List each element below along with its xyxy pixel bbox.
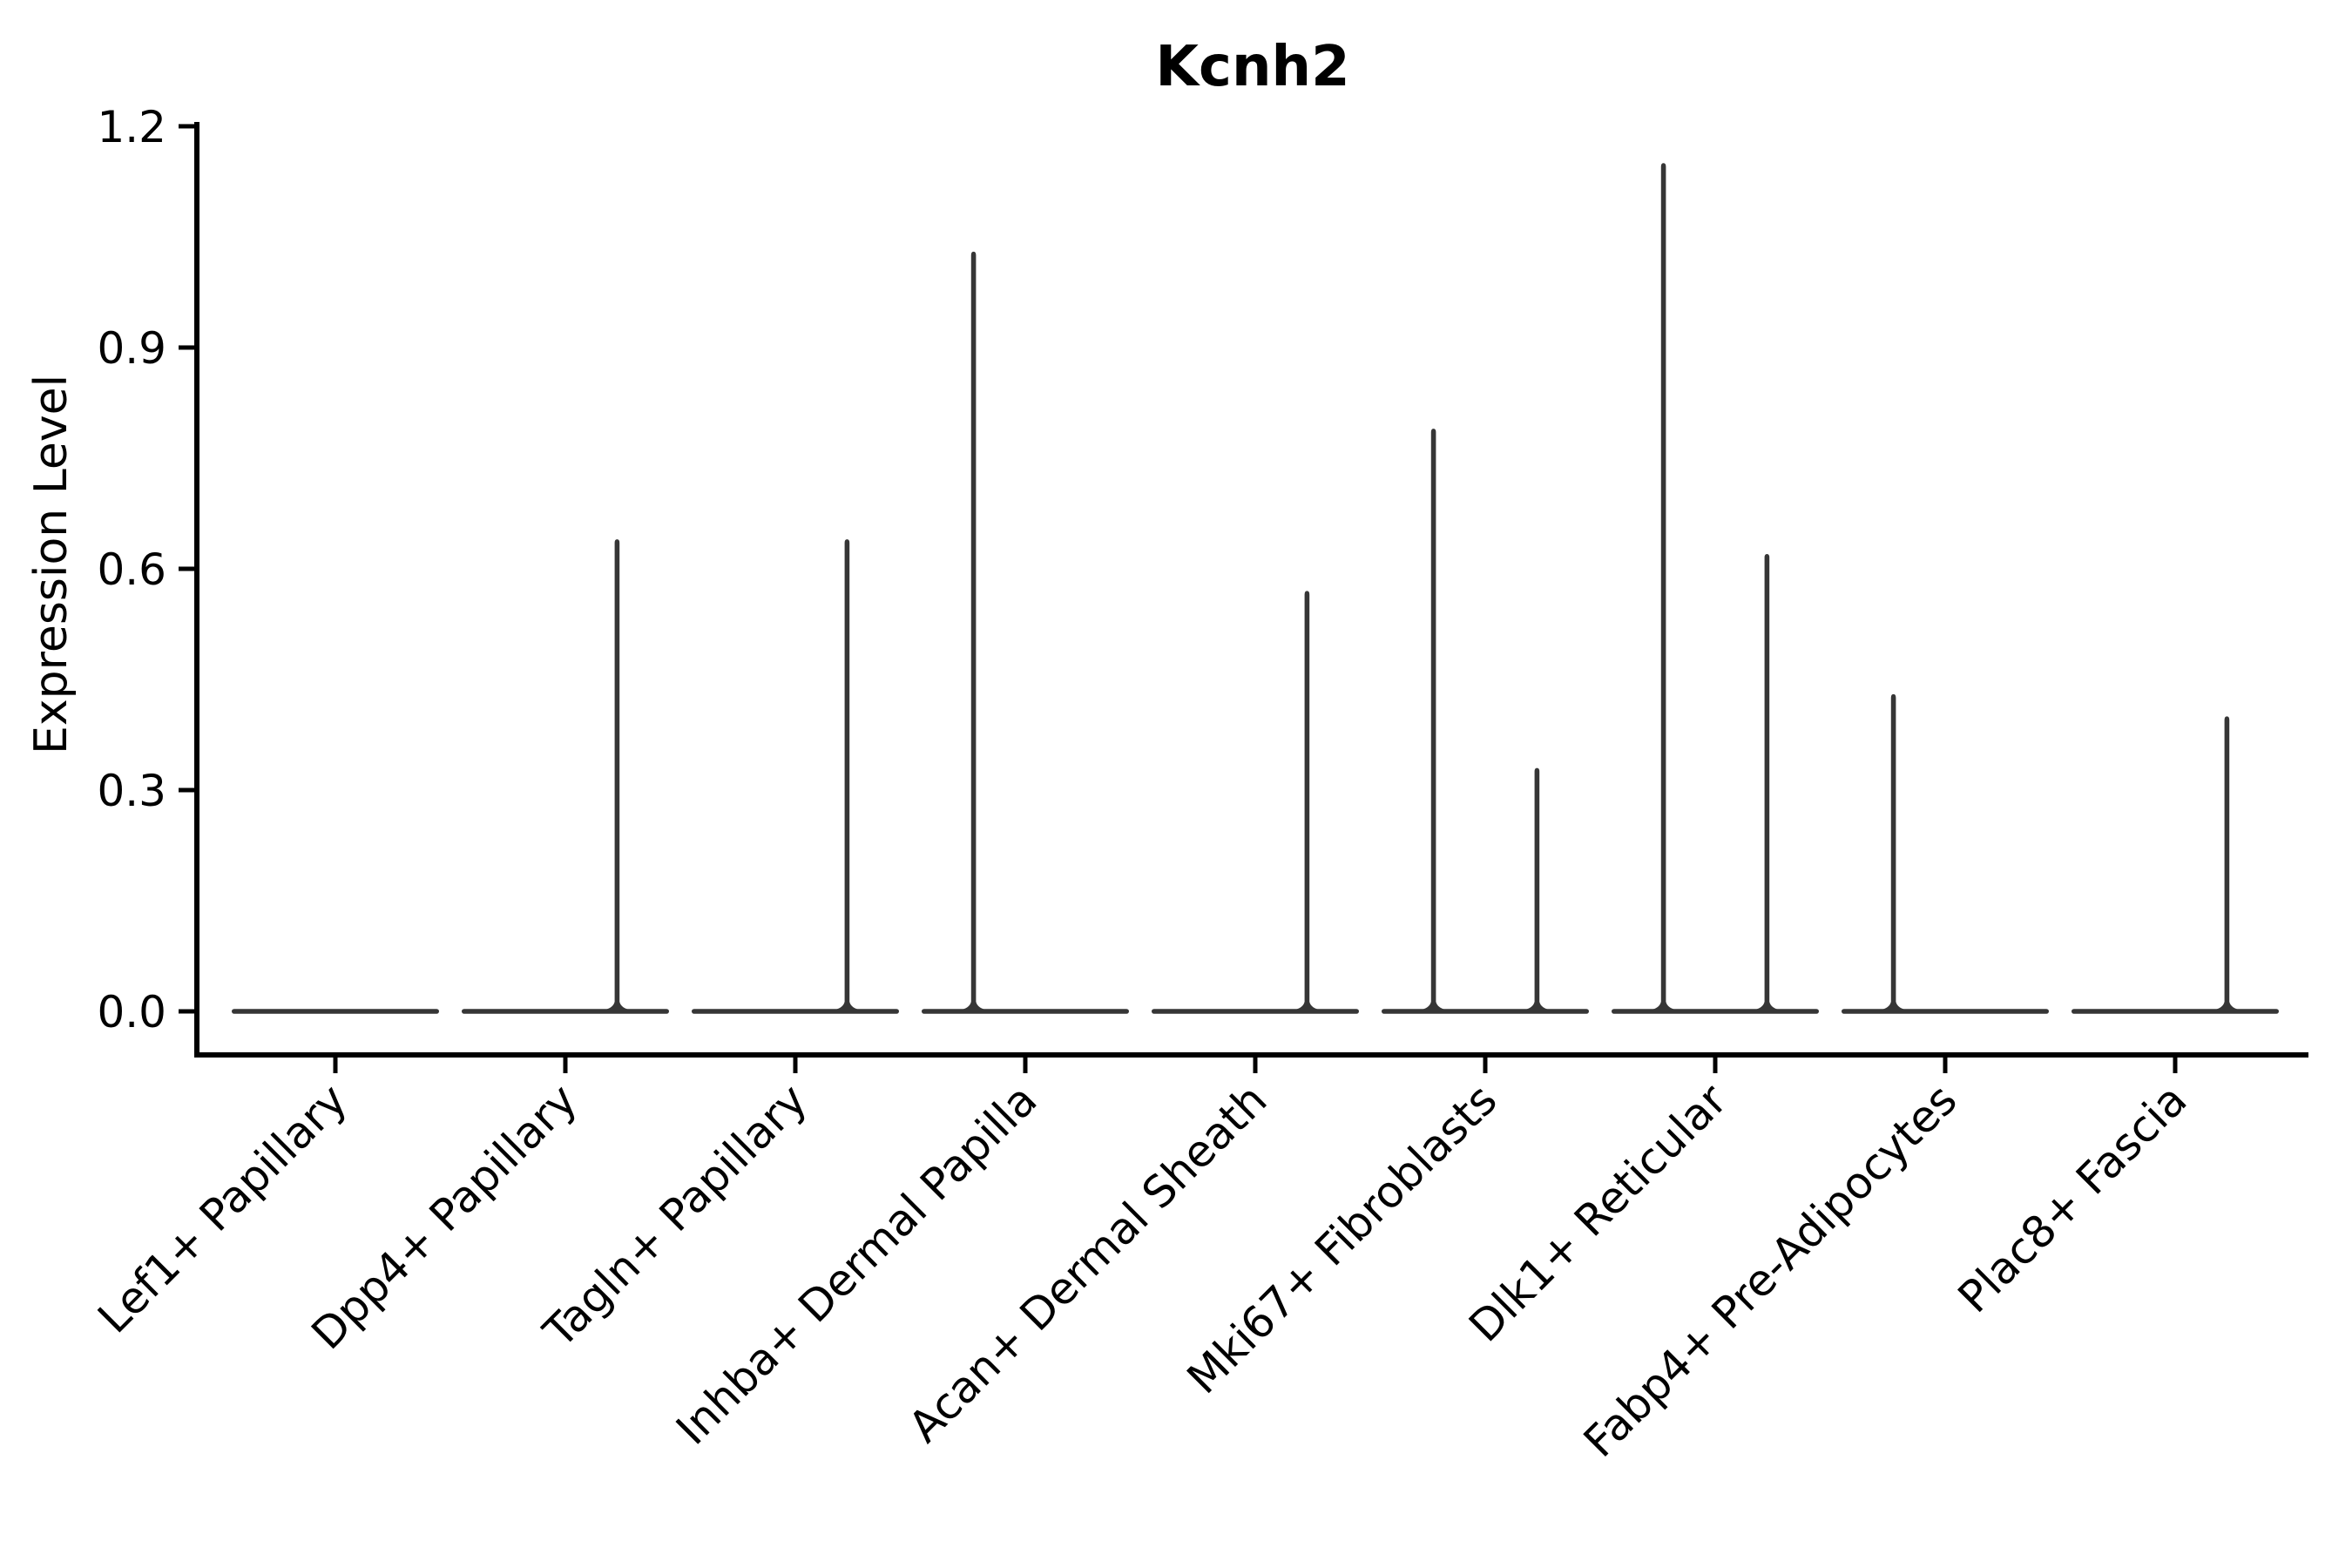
x-tick-label: Fabp4+ Pre-Adipocytes [1574,1074,1967,1467]
violin-base [1842,1009,2049,1014]
violin-pair [1842,693,2049,1014]
violin-base [2072,1009,2279,1014]
y-tick-mark [179,1009,194,1014]
x-tick-mark [1253,1058,1258,1073]
x-tick-mark [2173,1058,2178,1073]
violin-base [692,1009,899,1014]
violin-spike-right [1522,767,1552,1014]
violin-base [462,1009,669,1014]
y-tick-mark [179,787,194,793]
violin-pair [462,539,669,1014]
axes-layer [194,122,2308,1058]
y-tick-mark [179,566,194,571]
y-ticks: 0.0 0.3 0.6 0.9 1.2 [97,102,194,1037]
violin-base [232,1009,439,1014]
x-tick-mark [793,1058,798,1073]
violin-spike-left [958,251,989,1014]
violin-spike-right [832,539,862,1014]
x-tick-label: Lef1+ Papillary [88,1074,356,1342]
violin-base [1612,1009,1819,1014]
y-tick-label: 1.2 [97,102,166,152]
violin-pair [1152,591,1359,1014]
x-tick-mark [1713,1058,1718,1073]
violin-base [1382,1009,1589,1014]
y-tick-label: 0.6 [97,544,166,595]
violin-spike-left [1878,693,1909,1014]
violin-spike-right [1292,591,1322,1014]
y-tick-label: 0.3 [97,766,166,816]
x-tick-mark [1023,1058,1028,1073]
violin-pair [1612,163,1819,1014]
violin-pair [1382,429,1589,1014]
y-tick-label: 0.0 [97,987,166,1037]
violin-spike-left [1648,163,1679,1014]
x-tick-label: Plac8+ Fascia [1949,1074,2197,1322]
x-tick-mark [1943,1058,1948,1073]
x-tick-mark [563,1058,568,1073]
violin-base [1152,1009,1359,1014]
x-axis-line [194,1052,2308,1058]
violin-pair [922,251,1129,1014]
y-tick-mark [179,124,194,129]
violin-base [922,1009,1129,1014]
x-tick-mark [333,1058,338,1073]
violin-spike-right [1752,554,1782,1014]
y-axis-line [194,122,199,1058]
violin-pair [692,539,899,1014]
y-tick-mark [179,345,194,350]
y-axis-label: Expression Level [25,375,78,754]
violin-spike-right [602,539,632,1014]
violin-pair [2072,716,2279,1014]
violins-layer [232,163,2279,1014]
y-tick-label: 0.9 [97,323,166,374]
violin-spike-right [2212,716,2242,1014]
violin-pair [232,1009,439,1014]
x-tick-mark [1483,1058,1488,1073]
plot-title: Kcnh2 [1155,35,1349,99]
violin-spike-left [1418,429,1449,1014]
